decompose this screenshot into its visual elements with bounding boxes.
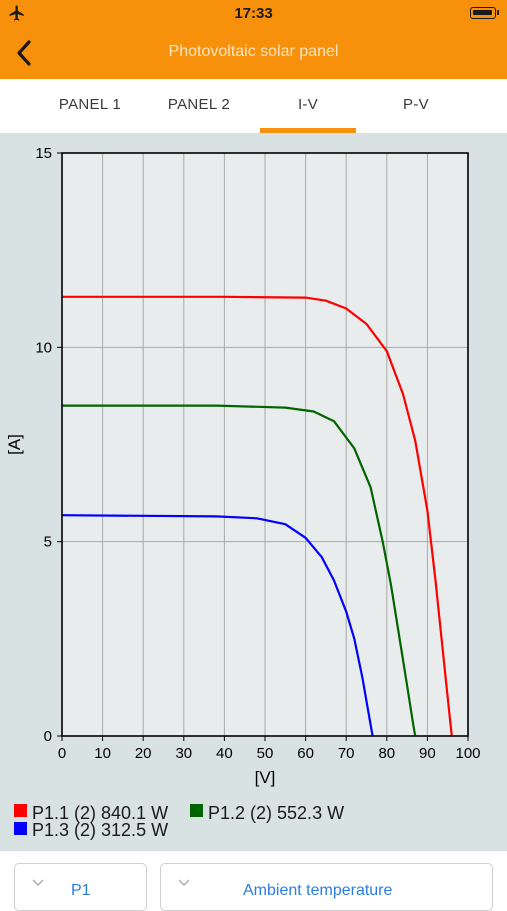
y-tick-label: 5 (44, 534, 52, 551)
x-tick-label: 10 (94, 745, 111, 762)
legend-swatch-p1-1 (14, 804, 27, 817)
x-tick-label: 70 (338, 745, 355, 762)
status-bar: 17:33 (0, 0, 507, 28)
y-tick-label: 0 (44, 728, 52, 745)
tab-i-v[interactable]: I-V (297, 96, 319, 113)
plot-frame (61, 152, 469, 737)
iv-chart: 0 10 20 30 40 50 60 70 80 90 100 0 5 10 15 [V] [A] (5, 145, 481, 787)
airplane-mode-icon (9, 5, 24, 21)
x-tick-label: 90 (419, 745, 436, 762)
tab-panel-2[interactable]: PANEL 2 (167, 96, 231, 113)
battery-icon (470, 7, 496, 19)
tab-p-v[interactable]: P-V (403, 96, 429, 113)
x-tick-label: 0 (58, 745, 66, 762)
tab-panel-1[interactable]: PANEL 1 (58, 96, 122, 113)
measurement-select-value: Ambient temperature (243, 882, 393, 899)
tab-bar: PANEL 1 PANEL 2 I-V P-V (0, 79, 507, 133)
y-axis-label: [A] (5, 434, 24, 455)
status-time: 17:33 (234, 5, 273, 22)
series-line-2 (62, 404, 417, 737)
battery-tip (497, 10, 499, 15)
measurement-select[interactable]: Ambient temperature (160, 863, 493, 911)
x-tick-label: 20 (135, 745, 152, 762)
series-line-3 (61, 514, 374, 737)
page-title: Photovoltaic solar panel (168, 43, 339, 60)
legend-swatch-p1-3 (14, 822, 27, 835)
x-tick-label: 50 (257, 745, 274, 762)
x-tick-label: 30 (175, 745, 192, 762)
chevron-down-icon (32, 879, 44, 887)
y-tick-label: 10 (35, 339, 52, 356)
active-tab-indicator (260, 128, 356, 133)
legend-label-p1-2: P1.2 (2) 552.3 W (208, 803, 345, 823)
legend-label-p1-3: P1.3 (2) 312.5 W (32, 820, 169, 840)
x-tick-label: 60 (297, 745, 314, 762)
x-tick-label: 100 (455, 745, 480, 762)
legend-swatch-p1-2 (190, 804, 203, 817)
series-line-1 (62, 295, 453, 737)
navigation-bar: Photovoltaic solar panel (0, 28, 507, 79)
x-tick-label: 80 (378, 745, 395, 762)
panel-select-value: P1 (71, 882, 91, 899)
x-tick-label: 40 (216, 745, 233, 762)
legend-label-p1-1: P1.1 (2) 840.1 W (32, 803, 169, 823)
panel-select[interactable]: P1 (14, 863, 147, 911)
y-tick-label: 15 (35, 145, 52, 162)
back-chevron-icon[interactable] (10, 37, 40, 69)
chevron-down-icon (178, 879, 190, 887)
x-axis-label: [V] (255, 768, 276, 787)
